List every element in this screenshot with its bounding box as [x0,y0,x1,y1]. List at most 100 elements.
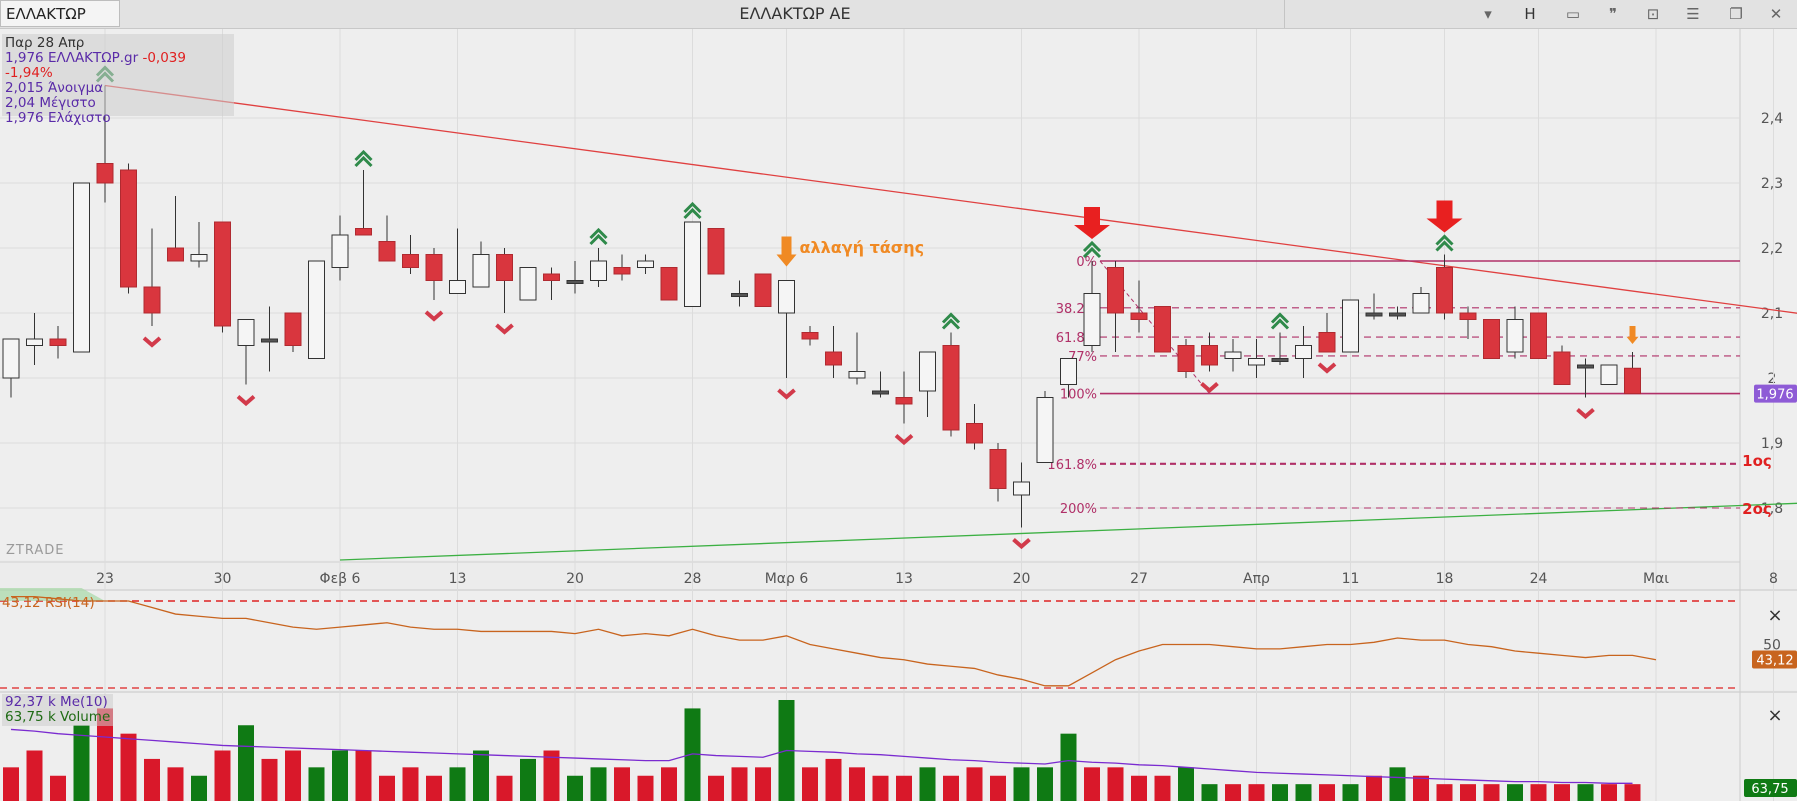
candle-body [2,338,20,379]
volume-bar [1530,784,1547,801]
volume-bar [308,767,325,801]
chart-title: ΕΛΛΑΚΤΩΡ ΑΕ [739,4,851,23]
up-chevron-icon [1270,312,1290,330]
orange-down-arrow-icon [776,236,797,267]
candle-body [1013,481,1030,496]
volume-bar [1013,767,1030,801]
volume-bar [1319,784,1335,801]
x-tick-label: 8 [1769,571,1778,587]
down-chevron-icon [424,310,444,322]
volume-bar [1201,784,1218,801]
down-chevron-icon [1012,537,1031,550]
volume-bar [191,775,207,801]
volume-bar [919,767,936,801]
candle-body [1577,364,1594,369]
candle-body [566,280,584,284]
candle-body [26,338,43,346]
red-down-arrow-icon [1074,207,1110,239]
x-tick-label: 20 [1013,571,1031,587]
candle-body [308,260,325,359]
candle-body [472,254,490,288]
candle-body [825,351,842,366]
target2-label: 2ος [1742,500,1772,518]
down-chevron-icon [894,433,914,446]
info-date: Παρ 28 Απρ [5,35,85,51]
trend-change-label: αλλαγή τάσης [800,238,925,257]
restore-icon[interactable]: ❐ [1729,5,1743,23]
candle-body [190,254,208,262]
candle-body [49,338,67,346]
volume-last-label: 63,75 [1751,782,1788,797]
candle-body [1130,312,1148,320]
volume-bar [872,775,889,801]
y-tick-label: 1,9 [1761,436,1783,452]
candle-body [660,267,678,301]
volume-bar [238,725,254,801]
ma-legend: 92,37 k Me(10) [5,694,108,710]
orange-down-arrow-icon [1626,326,1639,344]
x-tick-label: 20 [566,571,584,587]
candle-body [402,254,419,268]
info-box: Παρ 28 Απρ 1,976 ΕΛΛΑΚΤΩΡ.gr -0,039 -1,9… [2,34,234,126]
volume-bar [1248,784,1265,801]
down-chevron-icon [1576,407,1595,420]
fib-level-label: 200% [1060,502,1097,517]
candle-body [1318,332,1336,353]
volume-bar [661,767,677,801]
volume-bar [543,750,560,801]
volume-bar [50,775,66,801]
candle-body [96,163,114,184]
lock-icon[interactable]: ⊡ [1646,5,1660,23]
menu-icon[interactable]: ☰ [1686,5,1700,23]
quote-icon[interactable]: ❞ [1608,5,1618,23]
toolbar: ΕΛΛΑΚΤΩΡ ΕΛΛΑΚΤΩΡ ΑΕ ▾ H ▭ ❞ ⊡ ☰ ❐ ✕ [0,0,1797,29]
rsi-last-label: 43,12 [1756,653,1793,668]
volume-bar [1389,767,1406,801]
h-button[interactable]: H [1524,5,1536,23]
last-price-tag [1754,384,1797,403]
candle-body [1459,312,1477,320]
rsi-overbought-fill [0,587,105,601]
candle-body [214,221,231,327]
fib-level-label: 100% [1060,388,1097,403]
candle-body [519,267,537,301]
volume-bar [1436,784,1453,801]
volume-bar [1507,784,1523,801]
x-tick-label: 13 [895,571,913,587]
info-change: -0,039 -1,94% [5,50,186,81]
volume-bar [1366,775,1382,801]
candle-body [1060,358,1077,385]
volume-bar [332,750,348,801]
close-icon[interactable]: ✕ [1769,5,1783,23]
volume-ma-line [10,728,1633,784]
volume-bar [285,750,301,801]
x-tick-label: 28 [684,571,702,587]
candle-body [73,182,90,353]
volume-bar [1272,784,1288,801]
volume-bar [684,708,701,801]
symbol-input[interactable]: ΕΛΛΑΚΤΩΡ [0,0,120,27]
last-price-label: 1,976 [1756,388,1793,403]
candle-body [1177,345,1195,372]
candle-body [1436,267,1453,314]
volume-bar [214,750,231,801]
candle-body [1600,364,1618,385]
candle-body [1036,397,1054,463]
window-icon[interactable]: ▭ [1565,5,1581,23]
volume-bar [1225,784,1241,801]
candle-body [355,228,372,236]
volume-bar [802,767,818,801]
chevron-down-icon[interactable]: ▾ [1484,5,1492,23]
volume-last-tag [1744,779,1797,797]
candle-body [284,312,302,346]
x-tick-label: 18 [1436,571,1454,587]
target1-label: 1ος [1742,452,1772,470]
volume-bar [144,758,160,801]
volume-bar [1178,767,1194,801]
volume-bar [449,767,466,801]
candle-body [425,254,443,281]
volume-bar [426,775,442,801]
volume-bar [1483,784,1500,801]
candle-body [1224,351,1242,359]
